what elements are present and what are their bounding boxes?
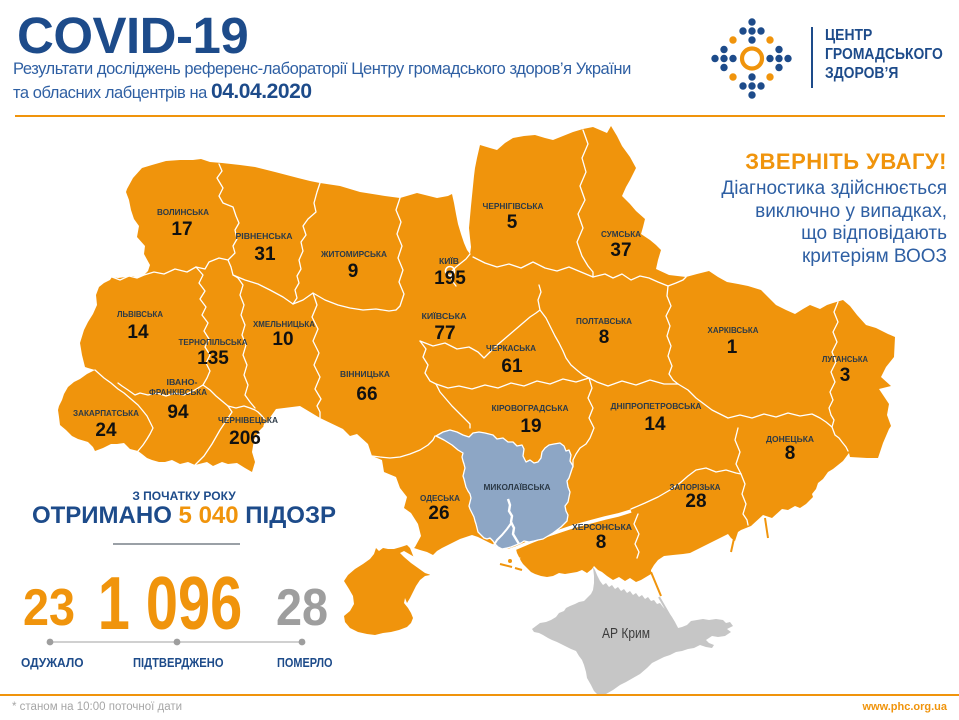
svg-text:ЛУГАНСЬКА: ЛУГАНСЬКА bbox=[822, 354, 868, 364]
svg-text:9: 9 bbox=[348, 261, 359, 282]
svg-text:94: 94 bbox=[167, 402, 189, 423]
svg-text:ПОЛТАВСЬКА: ПОЛТАВСЬКА bbox=[576, 316, 632, 326]
svg-text:19: 19 bbox=[520, 416, 541, 437]
svg-text:26: 26 bbox=[428, 503, 449, 524]
svg-text:1: 1 bbox=[727, 337, 738, 358]
svg-text:24: 24 bbox=[95, 420, 117, 441]
svg-text:КІРОВОГРАДСЬКА: КІРОВОГРАДСЬКА bbox=[492, 403, 569, 413]
svg-text:66: 66 bbox=[356, 384, 377, 405]
svg-text:10: 10 bbox=[272, 329, 293, 350]
svg-text:ДНІПРОПЕТРОВСЬКА: ДНІПРОПЕТРОВСЬКА bbox=[611, 401, 702, 411]
svg-text:14: 14 bbox=[127, 322, 149, 343]
svg-text:135: 135 bbox=[197, 348, 229, 369]
svg-text:14: 14 bbox=[644, 414, 666, 435]
svg-text:ХМЕЛЬНИЦЬКА: ХМЕЛЬНИЦЬКА bbox=[253, 319, 315, 329]
svg-text:ДОНЕЦЬКА: ДОНЕЦЬКА bbox=[766, 434, 814, 444]
svg-text:28: 28 bbox=[685, 491, 706, 512]
svg-text:17: 17 bbox=[171, 219, 192, 240]
svg-text:СУМСЬКА: СУМСЬКА bbox=[601, 229, 641, 239]
svg-text:3: 3 bbox=[840, 365, 851, 386]
svg-text:ІВАНО-: ІВАНО- bbox=[167, 377, 198, 387]
svg-text:ОДЕСЬКА: ОДЕСЬКА bbox=[420, 493, 460, 503]
svg-text:АР Крим: АР Крим bbox=[602, 625, 650, 642]
svg-text:ХЕРСОНСЬКА: ХЕРСОНСЬКА bbox=[572, 522, 632, 532]
svg-text:ЧЕРКАСЬКА: ЧЕРКАСЬКА bbox=[486, 343, 536, 353]
svg-text:77: 77 bbox=[434, 323, 455, 344]
svg-text:ХАРКІВСЬКА: ХАРКІВСЬКА bbox=[708, 325, 759, 335]
svg-text:ЖИТОМИРСЬКА: ЖИТОМИРСЬКА bbox=[320, 249, 387, 259]
svg-text:ЗАКАРПАТСЬКА: ЗАКАРПАТСЬКА bbox=[73, 408, 139, 418]
svg-text:8: 8 bbox=[785, 443, 796, 464]
svg-text:ЗАПОРІЗЬКА: ЗАПОРІЗЬКА bbox=[670, 482, 721, 492]
svg-text:ФРАНКІВСЬКА: ФРАНКІВСЬКА bbox=[149, 387, 207, 397]
svg-text:5: 5 bbox=[507, 212, 518, 233]
svg-text:ВОЛИНСЬКА: ВОЛИНСЬКА bbox=[157, 207, 209, 217]
svg-text:РІВНЕНСЬКА: РІВНЕНСЬКА bbox=[236, 231, 293, 241]
svg-text:ТЕРНОПІЛЬСЬКА: ТЕРНОПІЛЬСЬКА bbox=[179, 337, 248, 347]
svg-text:КИЇВСЬКА: КИЇВСЬКА bbox=[422, 311, 467, 321]
svg-text:37: 37 bbox=[610, 240, 631, 261]
svg-text:8: 8 bbox=[596, 532, 607, 553]
svg-text:ВІННИЦЬКА: ВІННИЦЬКА bbox=[340, 369, 390, 379]
svg-text:ЛЬВІВСЬКА: ЛЬВІВСЬКА bbox=[117, 309, 163, 319]
svg-text:ЧЕРНІВЕЦЬКА: ЧЕРНІВЕЦЬКА bbox=[218, 415, 278, 425]
svg-text:61: 61 bbox=[501, 356, 523, 377]
svg-text:8: 8 bbox=[599, 327, 610, 348]
svg-text:ЧЕРНІГІВСЬКА: ЧЕРНІГІВСЬКА bbox=[483, 201, 544, 211]
svg-text:206: 206 bbox=[229, 428, 261, 449]
svg-text:195: 195 bbox=[434, 268, 466, 289]
svg-text:МИКОЛАЇВСЬКА: МИКОЛАЇВСЬКА bbox=[484, 482, 551, 492]
svg-text:КИЇВ: КИЇВ bbox=[439, 256, 459, 266]
svg-text:31: 31 bbox=[254, 244, 276, 265]
